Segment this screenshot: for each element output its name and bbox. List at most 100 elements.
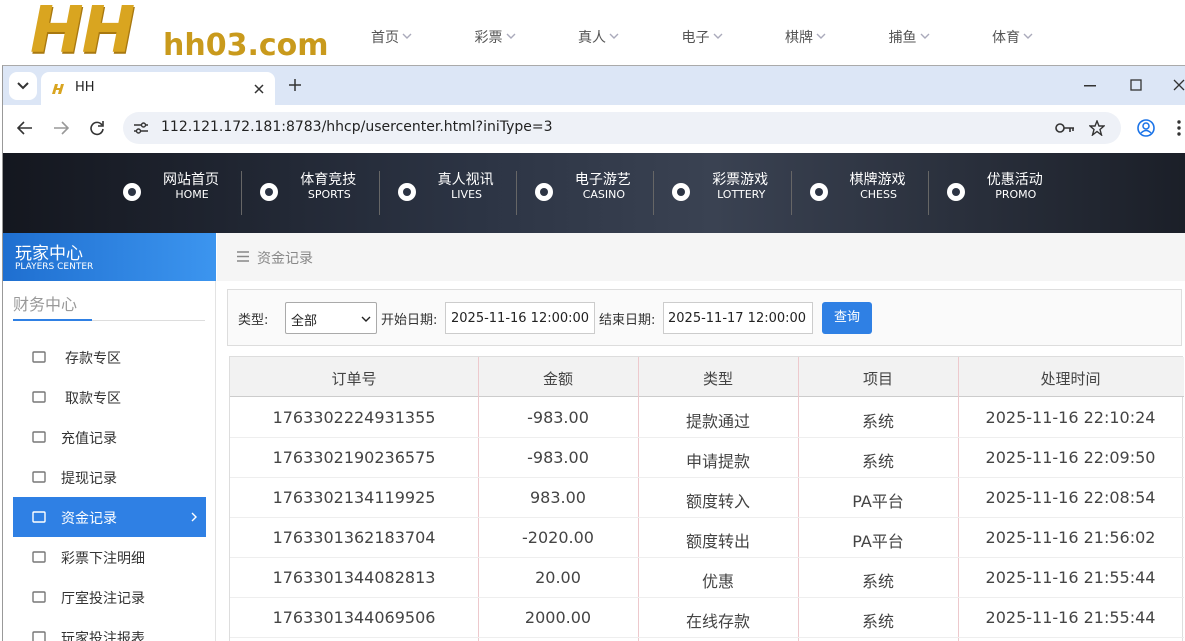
menu-dots[interactable]: [1176, 119, 1182, 137]
site-nav-item[interactable]: 捕鱼: [888, 30, 917, 46]
banner-nav-item[interactable]: 棋牌游戏 CHESS: [808, 167, 938, 219]
type-value: 全部: [291, 314, 318, 329]
column-header: 类型: [702, 370, 733, 388]
reload[interactable]: [89, 120, 105, 136]
menu-label: 厅室投注记录: [61, 591, 145, 607]
site-nav-item[interactable]: 首页: [371, 30, 399, 46]
banner-title: 真人视讯: [437, 172, 494, 188]
site-info[interactable]: [133, 121, 149, 135]
logo-domain: hh03.com: [163, 28, 329, 63]
close-window[interactable]: [1173, 79, 1185, 91]
site-nav-item[interactable]: 电子: [681, 30, 710, 46]
menu-label: 彩票下注明细: [61, 551, 145, 567]
banner-nav-item[interactable]: 网站首页 HOME: [121, 167, 251, 219]
banner-subtitle: CASINO: [582, 188, 626, 201]
tab[interactable]: HH: [41, 72, 275, 106]
table-row: [230, 438, 1184, 478]
table-cell: PA平台: [852, 492, 904, 511]
table-row: [230, 558, 1184, 598]
banner-nav-item[interactable]: 电子游艺 CASINO: [533, 167, 663, 219]
table-cell: 系统: [861, 572, 894, 591]
table-cell: 系统: [861, 412, 894, 431]
banner: 网站首页 HOME 体育竞技 SPORTS 真人视讯 LIVES 电子游艺 CASINO 彩票游…: [3, 153, 1185, 233]
banner-title: 电子游艺: [574, 172, 631, 188]
banner-separator: [378, 171, 380, 215]
menu-icon: [32, 471, 46, 483]
table-cell: 系统: [861, 612, 894, 631]
site-nav-item[interactable]: 彩票: [474, 30, 503, 46]
banner-title: 体育竞技: [300, 172, 357, 188]
type-select[interactable]: 全部: [285, 302, 377, 334]
sidebar-menu-item[interactable]: 玩家投注报表: [13, 617, 206, 641]
table-row: [230, 478, 1184, 518]
banner-icon: [397, 183, 416, 201]
address-bar[interactable]: 112.121.172.181:8783/hhcp/usercenter.htm…: [123, 112, 1121, 144]
end-label: 结束日期:: [599, 313, 656, 328]
sidebar-menu-item[interactable]: 提现记录: [13, 457, 206, 497]
sidebar-menu-item[interactable]: 厅室投注记录: [13, 577, 206, 617]
menu-icon: [32, 431, 46, 443]
menu-icon: [32, 631, 46, 641]
table-cell: 2000.00: [524, 608, 592, 627]
start-label: 开始日期:: [381, 313, 438, 328]
new-tab[interactable]: [288, 78, 302, 92]
nav-chevron: [506, 33, 515, 39]
site-nav-item[interactable]: 棋牌: [785, 30, 813, 46]
menu-arrow: [191, 512, 197, 522]
column-header: 项目: [862, 370, 893, 388]
banner-nav-item[interactable]: 彩票游戏 LOTTERY: [670, 167, 800, 219]
query-button[interactable]: 查询: [822, 302, 872, 334]
table-cell: 2025-11-16 22:08:54: [985, 488, 1156, 507]
table-cell: 1763301344082813: [272, 568, 436, 587]
url: 112.121.172.181:8783/hhcp/usercenter.htm…: [161, 119, 553, 135]
banner-title: 网站首页: [163, 172, 219, 188]
site-nav-item[interactable]: 体育: [992, 30, 1020, 46]
menu-label: 充值记录: [61, 431, 117, 447]
column-header: 订单号: [331, 370, 377, 388]
profile[interactable]: [1137, 119, 1155, 137]
sidebar-header: 玩家中心 PLAYERS CENTER: [3, 233, 216, 281]
site-nav-item[interactable]: 真人: [578, 30, 606, 46]
column-header: 处理时间: [1040, 370, 1101, 388]
end-input[interactable]: 2025-11-17 12:00:00: [663, 302, 813, 334]
sidebar-section: 财务中心: [13, 295, 78, 314]
menu-label: 资金记录: [61, 511, 117, 527]
banner-subtitle: LOTTERY: [717, 188, 766, 201]
bookmark[interactable]: [1089, 120, 1105, 136]
section-underline: [13, 320, 205, 321]
sidebar-menu-item[interactable]: 彩票下注明细: [13, 537, 206, 577]
sidebar-menu-item[interactable]: 存款专区: [13, 337, 206, 377]
table-row: [230, 398, 1184, 438]
sidebar-menu-item[interactable]: 取款专区: [13, 377, 206, 417]
start-input[interactable]: 2025-11-16 12:00:00: [445, 302, 595, 334]
sidebar-title: 玩家中心: [15, 244, 83, 264]
banner-icon: [809, 183, 828, 201]
maximize[interactable]: [1130, 79, 1142, 91]
menu-icon: [32, 391, 46, 403]
table-cell: 提款通过: [685, 412, 750, 431]
column-divider: [798, 357, 799, 641]
banner-title: 彩票游戏: [712, 172, 769, 188]
sidebar-subtitle: PLAYERS CENTER: [15, 262, 94, 272]
sidebar-menu-item[interactable]: 资金记录: [13, 497, 206, 537]
banner-nav-item[interactable]: 优惠活动 PROMO: [945, 167, 1075, 219]
favicon: [52, 84, 64, 94]
nav-chevron: [1023, 33, 1033, 39]
banner-icon: [946, 183, 965, 201]
table-cell: 额度转入: [685, 492, 750, 511]
banner-nav-item[interactable]: 体育竞技 SPORTS: [258, 167, 388, 219]
filter-box: 类型: 全部 开始日期: 2025-11-16 12:00:00 结束日期: 2025-1…: [227, 289, 1182, 346]
banner-nav-item[interactable]: 真人视讯 LIVES: [396, 167, 526, 219]
tab-close[interactable]: [253, 83, 265, 95]
password-key[interactable]: [1055, 121, 1075, 135]
back[interactable]: [17, 121, 33, 135]
sidebar-menu-item[interactable]: 充值记录: [13, 417, 206, 457]
forward[interactable]: [53, 121, 69, 135]
section-underline-active: [13, 319, 92, 321]
banner-icon: [672, 183, 691, 201]
minimize[interactable]: [1084, 85, 1096, 87]
table-cell: 1763301344069506: [272, 608, 436, 627]
tab-list-button[interactable]: [9, 72, 37, 100]
table-cell: 1763302190236575: [272, 448, 436, 467]
table-cell: PA平台: [852, 532, 904, 551]
